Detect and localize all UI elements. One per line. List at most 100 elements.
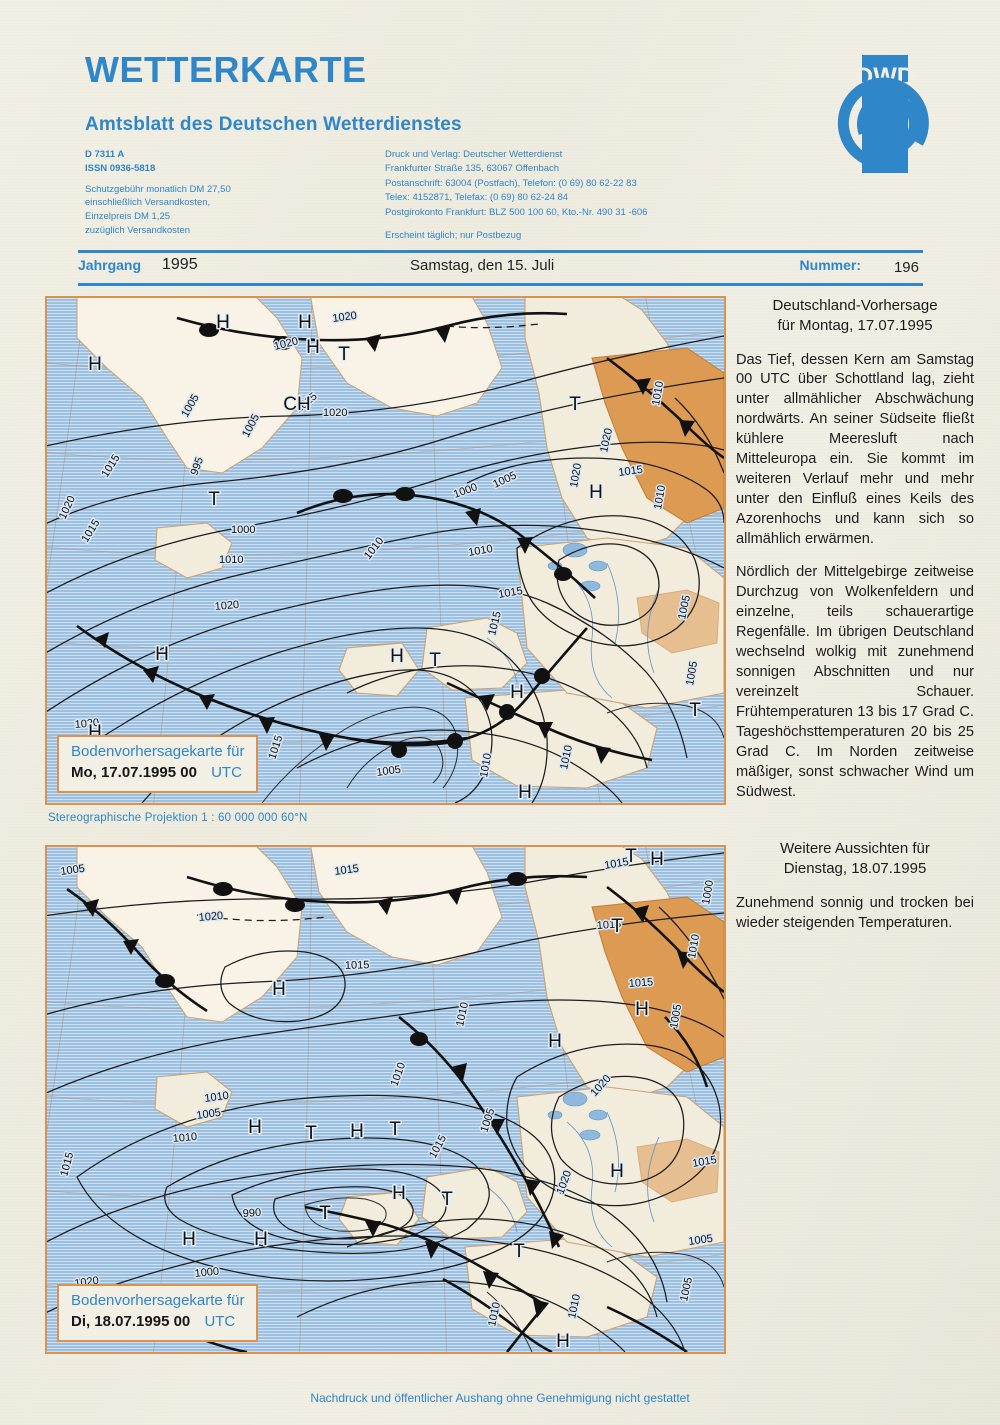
map-caption-utc: UTC (211, 764, 242, 782)
low-marker: T (625, 847, 637, 867)
svg-text:1020: 1020 (323, 407, 347, 419)
svg-text:1010: 1010 (652, 484, 668, 510)
svg-text:1005: 1005 (491, 469, 518, 490)
svg-text:1015: 1015 (266, 734, 285, 761)
svg-text:1015: 1015 (79, 517, 102, 544)
low-marker: T (689, 700, 701, 721)
high-marker: H (392, 1183, 406, 1204)
landmasses (76, 847, 724, 1338)
svg-text:1015: 1015 (628, 976, 653, 990)
high-marker: H (306, 337, 320, 358)
page-title: WETTERKARTE (85, 49, 367, 90)
low-marker: T (441, 1189, 453, 1210)
low-marker: H (518, 782, 532, 803)
imprint-right: Druck und Verlag: Deutscher Wetterdienst… (385, 148, 647, 244)
map-canvas-monday: 1020 1020 1015 1015 1015 1005 995 1005 1… (47, 298, 724, 803)
forecast-heading-tuesday: Weitere Aussichten für Dienstag, 18.07.1… (736, 839, 974, 880)
svg-text:1015: 1015 (603, 856, 629, 872)
low-marker: T (513, 1241, 525, 1262)
low-marker: T (429, 650, 441, 671)
masthead-subtitle: Amtsblatt des Deutschen Wetterdienstes (85, 114, 462, 135)
forecast-paragraph-1: Das Tief, dessen Kern am Samstag 00 UTC … (736, 351, 974, 548)
svg-text:1010: 1010 (686, 933, 702, 959)
isobars (47, 335, 724, 803)
issue-bar: Jahrgang 1995 Samstag, den 15. Juli Numm… (78, 254, 923, 282)
svg-text:1000: 1000 (194, 1265, 220, 1279)
svg-text:1015: 1015 (334, 863, 360, 878)
svg-text:1005: 1005 (678, 1276, 695, 1302)
svg-text:1005: 1005 (376, 764, 402, 779)
publisher-line-3: Postanschrift: 63004 (Postfach), Telefon… (385, 177, 637, 189)
svg-text:1005: 1005 (688, 1233, 714, 1248)
svg-text:1015: 1015 (486, 610, 504, 637)
high-marker: H (248, 1117, 262, 1138)
imprint-issn: ISSN 0936-5818 (85, 162, 156, 174)
map-caption-tuesday: Bodenvorhersagekarte für Di, 18.07.1995 … (57, 1283, 259, 1342)
pressure-centre-labels: H H H H H H H H H H T T T T T T T (181, 847, 666, 1352)
map-caption-datetime: Mo, 17.07.1995 00 (71, 764, 197, 782)
surface-forecast-map-monday[interactable]: 1020 1020 1015 1015 1015 1005 995 1005 1… (45, 296, 726, 805)
svg-text:1015: 1015 (618, 464, 644, 479)
high-marker: H (88, 354, 102, 375)
svg-text:1015: 1015 (497, 585, 523, 601)
svg-text:1005: 1005 (684, 660, 700, 686)
high-marker: H (155, 644, 169, 665)
map-caption-monday: Bodenvorhersagekarte für Mo, 17.07.1995 … (57, 734, 259, 793)
volume-label: Jahrgang (78, 257, 142, 273)
outlook-heading-line1: Weitere Aussichten für (780, 840, 930, 858)
map-caption-title: Bodenvorhersagekarte für (71, 742, 245, 760)
weather-fronts (66, 872, 724, 1352)
map-canvas-tuesday: 1005 1015 1015 1020 1015 1015 1015 1015 … (47, 847, 724, 1352)
svg-text:1005: 1005 (668, 1003, 684, 1029)
number-label: Nummer: (799, 257, 861, 273)
svg-text:990: 990 (242, 1207, 261, 1220)
low-marker: T (319, 1203, 331, 1224)
isobars (47, 852, 724, 1352)
publisher-line-2: Frankfurter Straße 135, 63067 Offenbach (385, 163, 560, 175)
surface-forecast-map-tuesday[interactable]: 1005 1015 1015 1020 1015 1015 1015 1015 … (45, 845, 726, 1354)
number-value: 196 (893, 259, 919, 276)
high-marker: H (298, 312, 312, 333)
high-marker: H (390, 646, 404, 667)
forecast-paragraph-3: Zunehmend sonnig und trocken bei wieder … (736, 894, 974, 931)
outlook-heading-line2: Dienstag, 18.07.1995 (783, 860, 927, 878)
low-marker: T (305, 1123, 317, 1144)
high-marker: H (182, 1229, 196, 1250)
pressure-centre-labels: H H H H H H H H H T T T T T H CH (87, 311, 703, 804)
high-marker: H (548, 1031, 562, 1052)
forecast-heading-monday: Deutschland-Vorhersage für Montag, 17.07… (736, 296, 974, 337)
dwd-logo: DWD (832, 55, 940, 173)
imprint-price-4: zuzüglich Versandkosten (85, 224, 191, 236)
svg-text:1005: 1005 (196, 1107, 222, 1122)
svg-text:1010: 1010 (219, 554, 243, 566)
svg-text:1010: 1010 (389, 1061, 409, 1088)
forecast-paragraph-2: Nördlich der Mittelgebirge zeitweise Dur… (736, 564, 974, 801)
high-marker: H (350, 1121, 364, 1142)
map-vector-layer-tuesday: 1005 1015 1015 1020 1015 1015 1015 1015 … (47, 847, 724, 1352)
masthead: WETTERKARTE Amtsblatt des Deutschen Wett… (85, 52, 915, 244)
svg-text:1020: 1020 (332, 310, 358, 325)
svg-text:1015: 1015 (58, 1151, 76, 1178)
high-marker: H (610, 1161, 624, 1182)
high-marker: H (216, 312, 230, 333)
map-vector-layer-monday: 1020 1020 1015 1015 1015 1005 995 1005 1… (47, 298, 724, 803)
publisher-line-4: Telex: 4152871, Telefax: (0 69) 80 62-24… (385, 192, 569, 204)
svg-text:1010: 1010 (467, 543, 493, 559)
svg-text:1005: 1005 (60, 863, 86, 878)
svg-text:1020: 1020 (74, 717, 99, 731)
svg-text:1010: 1010 (362, 535, 387, 562)
imprint-left: D 7311 A ISSN 0936-5818 Schutzgebühr mon… (85, 148, 385, 244)
svg-text:1000: 1000 (452, 481, 479, 501)
map-caption-title: Bodenvorhersagekarte für (71, 1291, 245, 1309)
svg-text:1010: 1010 (454, 1001, 471, 1027)
svg-text:1020: 1020 (568, 462, 584, 488)
svg-text:1015: 1015 (345, 959, 370, 972)
svg-text:1010: 1010 (172, 1131, 197, 1145)
high-marker: H (589, 482, 603, 503)
svg-text:1000: 1000 (700, 879, 716, 905)
projection-note: Stereographische Projektion 1 : 60 000 0… (48, 812, 308, 824)
publisher-line-1: Druck und Verlag: Deutscher Wetterdienst (385, 149, 563, 160)
svg-text:1010: 1010 (478, 752, 494, 778)
issue-date: Samstag, den 15. Juli (410, 257, 555, 274)
